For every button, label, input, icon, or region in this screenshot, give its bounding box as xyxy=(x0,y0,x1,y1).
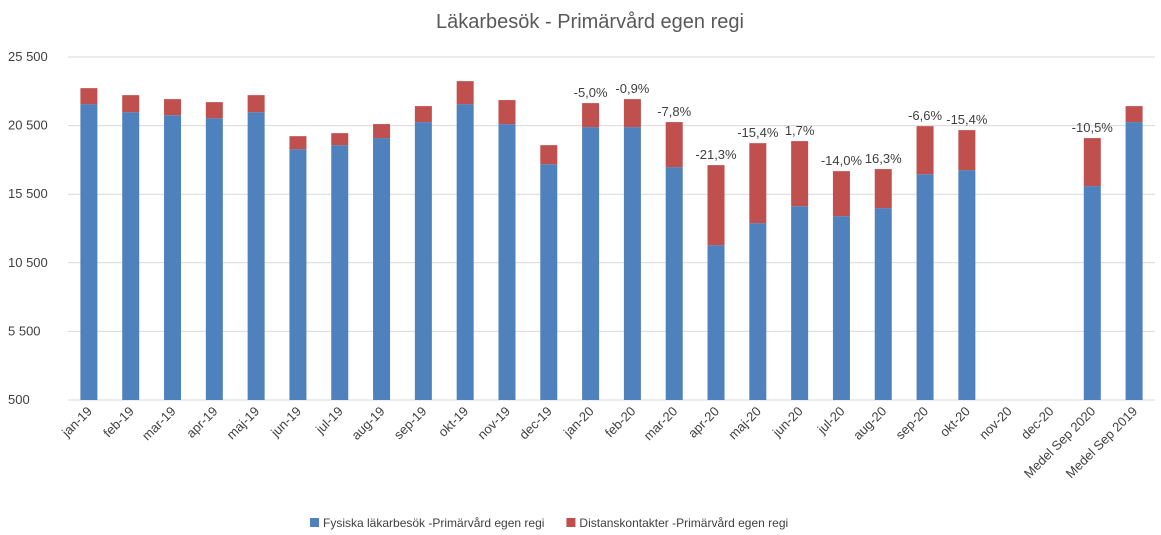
bar-segment xyxy=(373,124,391,139)
bar-segment xyxy=(414,122,432,400)
legend-label: Distanskontakter -Primärvård egen regi xyxy=(579,516,788,530)
annotation: 16,3% xyxy=(865,151,902,166)
x-tick-label: aug-20 xyxy=(850,404,889,443)
x-tick-label: nov-19 xyxy=(474,404,513,443)
x-tick-label: jul-20 xyxy=(814,404,848,438)
x-tick-label: nov-20 xyxy=(976,404,1015,443)
legend-swatch xyxy=(566,518,576,527)
annotation: 1,7% xyxy=(785,123,815,138)
bar-segment xyxy=(80,88,98,105)
x-tick-label: jul-19 xyxy=(312,404,346,438)
x-tick-label: dec-19 xyxy=(516,404,555,443)
annotation: -5,0% xyxy=(574,85,608,100)
x-tick-label: Medel Sep 2020 xyxy=(1021,404,1099,482)
bar-segment xyxy=(582,103,600,128)
y-tick-label: 15 500 xyxy=(8,186,48,201)
x-tick-label: sep-20 xyxy=(892,404,931,443)
bar-segment xyxy=(832,171,850,217)
bar-segment xyxy=(414,106,432,123)
bar-segment xyxy=(958,170,976,400)
legend-label: Fysiska läkarbesök -Primärvård egen regi xyxy=(323,516,544,530)
x-tick-label: mar-20 xyxy=(641,404,681,444)
x-tick-label: maj-19 xyxy=(224,404,263,443)
bar-segment xyxy=(289,136,307,150)
x-tick-label: jan-19 xyxy=(58,404,95,441)
bar-segment xyxy=(1083,138,1101,187)
chart-title: Läkarbesök - Primärvård egen regi xyxy=(436,11,744,33)
x-tick-label: jan-20 xyxy=(560,404,597,441)
x-tick-label: apr-19 xyxy=(183,404,220,441)
bar-segment xyxy=(665,167,683,400)
legend-swatch xyxy=(310,518,319,527)
y-tick-label: 25 500 xyxy=(8,49,48,64)
bar-segment xyxy=(331,133,349,146)
x-tick-label: apr-20 xyxy=(685,404,722,441)
bar-segment xyxy=(832,216,850,400)
bar-segment xyxy=(749,223,767,400)
bar-segment xyxy=(80,104,98,400)
x-tick-label: sep-19 xyxy=(391,404,430,443)
bar-segment xyxy=(122,95,140,113)
y-tick-label: 10 500 xyxy=(8,255,48,270)
bar-segment xyxy=(623,99,641,128)
bar-segment xyxy=(373,138,391,400)
x-tick-label: okt-20 xyxy=(937,404,973,440)
annotation: -15,4% xyxy=(737,125,779,140)
x-tick-label: dec-20 xyxy=(1018,404,1057,443)
bar-segment xyxy=(1083,186,1101,400)
annotation: -10,5% xyxy=(1072,120,1114,135)
bar-segment xyxy=(122,112,140,400)
annotation: -0,9% xyxy=(615,81,649,96)
bar-segment xyxy=(205,102,223,119)
x-tick-label: jun-20 xyxy=(769,404,806,441)
bar-segment xyxy=(1125,106,1143,123)
bar-segment xyxy=(498,124,516,401)
annotation: -14,0% xyxy=(821,153,863,168)
bar-segment xyxy=(582,127,600,401)
y-tick-label: 5 500 xyxy=(8,323,41,338)
x-tick-label: okt-19 xyxy=(435,404,471,440)
bar-segment xyxy=(707,245,725,400)
annotation: -6,6% xyxy=(908,108,942,123)
y-tick-label: 20 500 xyxy=(8,118,48,133)
bar-segment xyxy=(289,149,307,400)
bar-segment xyxy=(498,100,516,125)
annotation: -7,8% xyxy=(657,104,691,119)
bar-segment xyxy=(331,145,349,400)
bar-segment xyxy=(791,206,809,400)
x-tick-label: feb-20 xyxy=(602,404,639,441)
x-tick-label: Medel Sep 2019 xyxy=(1063,404,1141,482)
annotation: -15,4% xyxy=(946,112,988,127)
bar-segment xyxy=(916,126,934,175)
x-tick-label: aug-19 xyxy=(348,404,387,443)
bar-segment xyxy=(791,141,809,207)
bar-segment xyxy=(540,164,558,400)
x-tick-label: jun-19 xyxy=(267,404,304,441)
x-tick-label: feb-19 xyxy=(100,404,137,441)
bar-segment xyxy=(874,169,892,209)
x-tick-label: maj-20 xyxy=(725,404,764,443)
bar-segment xyxy=(623,127,641,401)
bar-segment xyxy=(540,145,558,165)
annotation: -21,3% xyxy=(695,147,737,162)
bar-segment xyxy=(874,208,892,400)
bar-segment xyxy=(665,122,683,168)
bar-segment xyxy=(958,130,976,171)
bar-segment xyxy=(164,115,182,401)
y-tick-label: 500 xyxy=(8,392,30,407)
bar-segment xyxy=(164,99,182,116)
bar-segment xyxy=(247,112,265,400)
bar-segment xyxy=(205,118,223,401)
bar-segment xyxy=(749,143,767,224)
bar-segment xyxy=(1125,122,1143,400)
bar-segment xyxy=(707,165,725,246)
bar-segment xyxy=(456,104,474,400)
bar-segment xyxy=(916,174,934,400)
bar-segment xyxy=(456,81,474,105)
bar-segment xyxy=(247,95,265,113)
x-tick-label: mar-19 xyxy=(139,404,179,444)
